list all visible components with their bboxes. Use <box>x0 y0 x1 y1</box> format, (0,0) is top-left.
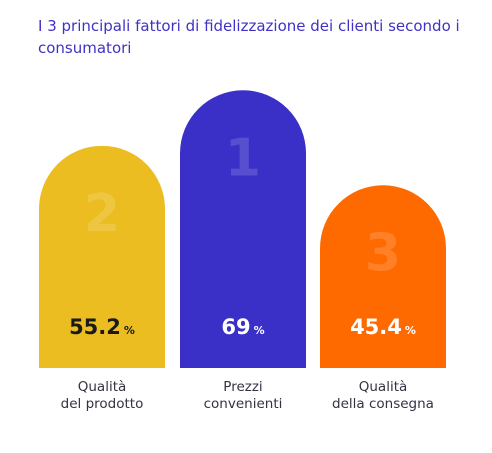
bar-value-label: 45.4% <box>350 315 416 339</box>
chart-title: I 3 principali fattori di fidelizzazione… <box>38 17 460 57</box>
bar-rank-label: 1 <box>225 128 261 188</box>
category-label: Qualità della consegna <box>332 379 434 412</box>
bar-2 <box>180 90 306 368</box>
bar-rank-label: 3 <box>365 223 401 283</box>
bar-3 <box>320 185 446 368</box>
bar-value-label: 55.2% <box>69 315 135 339</box>
bar-rank-label: 2 <box>84 184 120 244</box>
bar-value-label: 69% <box>221 315 264 339</box>
category-label: Qualità del prodotto <box>61 379 144 412</box>
bar-1 <box>39 145 165 368</box>
category-label: Prezzi convenienti <box>204 379 283 412</box>
